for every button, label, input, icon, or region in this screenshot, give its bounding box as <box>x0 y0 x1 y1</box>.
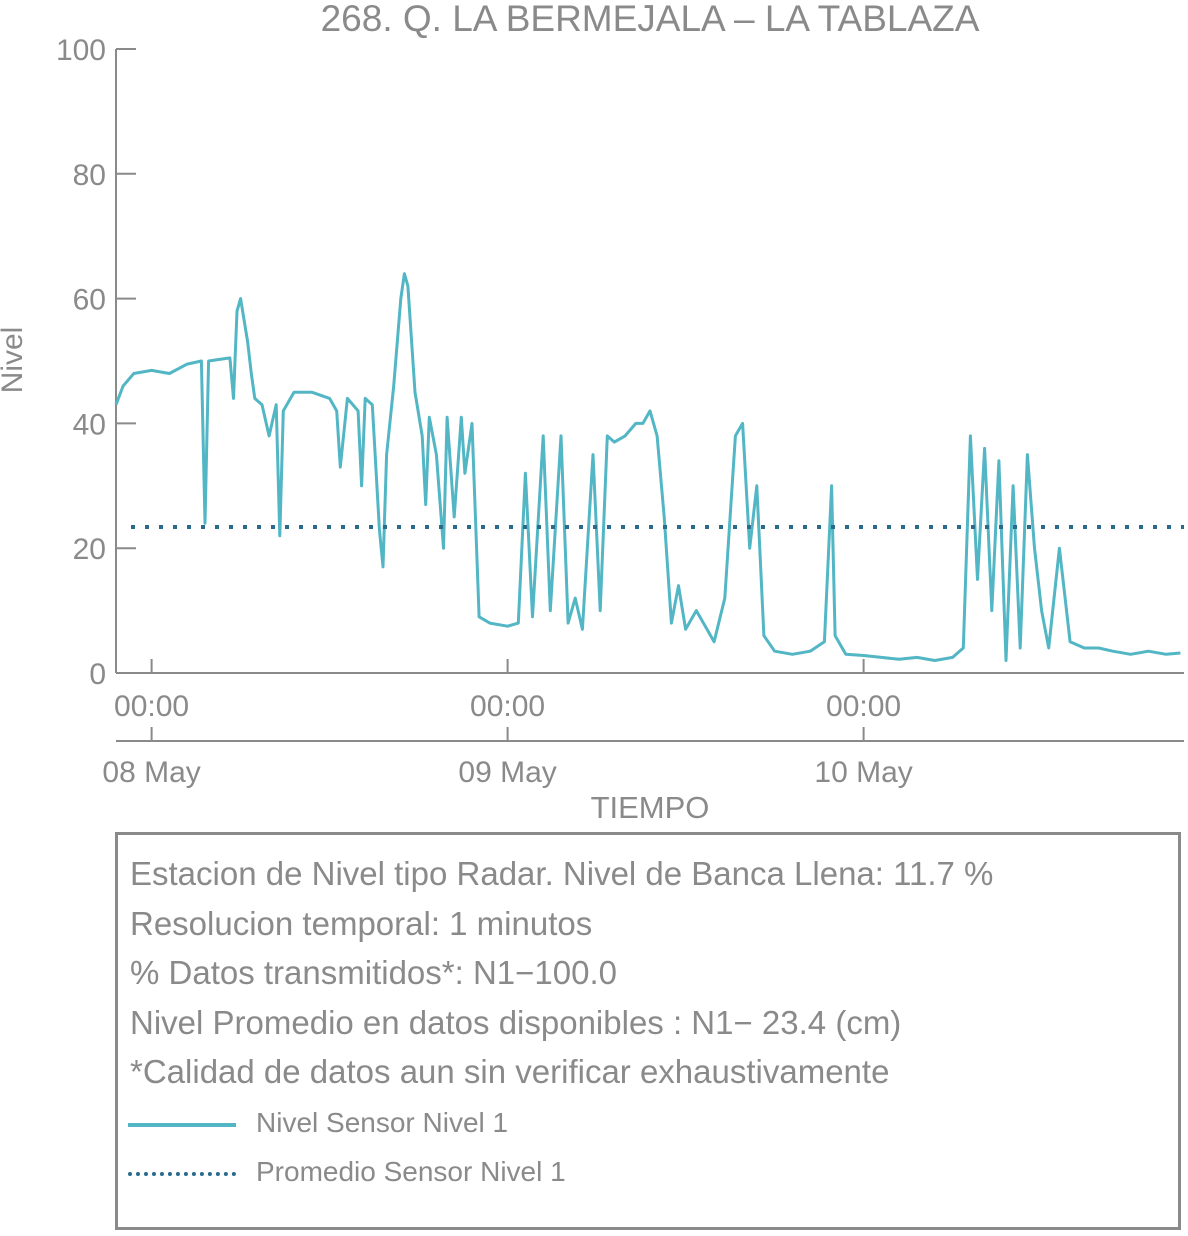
legend-solid-swatch <box>128 1123 236 1127</box>
x-tick-time-label: 00:00 <box>826 690 901 723</box>
legend-label-mean: Promedio Sensor Nivel 1 <box>256 1156 566 1187</box>
plot-area <box>114 272 1184 662</box>
info-quality-note: *Calidad de datos aun sin verificar exha… <box>130 1053 890 1090</box>
y-axis-label: Nivel <box>0 327 29 394</box>
x-tick-time-label: 00:00 <box>470 690 545 723</box>
y-tick-label: 80 <box>73 159 106 192</box>
y-tick-label: 40 <box>73 408 106 441</box>
info-station-type: Estacion de Nivel tipo Radar. Nivel de B… <box>130 855 994 892</box>
x-tick-time-label: 00:00 <box>114 690 189 723</box>
x-tick-date-label: 08 May <box>102 756 200 789</box>
x-tick-date-label: 10 May <box>814 756 912 789</box>
info-mean-level: Nivel Promedio en datos disponibles : N1… <box>130 1004 902 1041</box>
info-resolution: Resolucion temporal: 1 minutos <box>130 905 593 942</box>
info-data-transmitted: % Datos transmitidos*: N1−100.0 <box>130 954 617 991</box>
y-tick-label: 60 <box>73 284 106 317</box>
x-axis: 00:00 08 May 00:00 09 May 00:00 10 May <box>102 659 1184 789</box>
level-series-line <box>114 272 1181 662</box>
chart-title: 268. Q. LA BERMEJALA – LA TABLAZA <box>321 0 980 39</box>
y-tick-label: 20 <box>73 533 106 566</box>
y-axis: 0 20 40 60 80 100 <box>56 34 136 691</box>
level-chart: 268. Q. LA BERMEJALA – LA TABLAZA Nivel … <box>0 0 1184 825</box>
legend-label-level: Nivel Sensor Nivel 1 <box>256 1107 509 1138</box>
legend-dotted-swatch <box>128 1172 236 1176</box>
y-tick-label: 100 <box>56 34 106 67</box>
y-tick-label: 0 <box>89 658 106 691</box>
x-axis-label: TIEMPO <box>591 790 710 825</box>
info-legend-box: Estacion de Nivel tipo Radar. Nivel de B… <box>115 832 1181 1230</box>
x-tick-date-label: 09 May <box>458 756 556 789</box>
